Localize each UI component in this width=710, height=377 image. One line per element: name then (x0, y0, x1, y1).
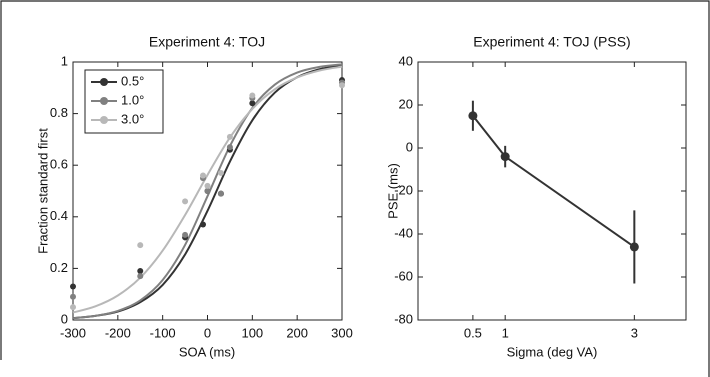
data-point (70, 283, 76, 290)
x-tick-label: -300 (60, 325, 86, 340)
legend-label: 3.0° (121, 111, 144, 126)
x-axis-label: Sigma (deg VA) (507, 344, 598, 359)
x-tick-label: 100 (241, 325, 263, 340)
x-tick-label: 300 (331, 325, 353, 340)
data-point (70, 304, 76, 311)
x-tick-label: -100 (150, 325, 176, 340)
data-point (70, 293, 76, 300)
chart-title: Experiment 4: TOJ (PSS) (473, 34, 630, 50)
legend-label: 0.5° (121, 73, 144, 88)
y-tick-label: 20 (399, 96, 413, 111)
data-point (226, 133, 233, 140)
data-point (137, 242, 144, 249)
legend-marker (100, 97, 108, 105)
plot-area (417, 61, 687, 321)
fit-curve (72, 65, 343, 314)
fit-curve (72, 63, 343, 320)
legend-label: 1.0° (121, 92, 144, 107)
x-axis-label: SOA (ms) (179, 344, 235, 359)
chart-title: Experiment 4: TOJ (149, 34, 265, 50)
y-tick-label: -40 (394, 225, 413, 240)
y-tick-label: 0.4 (50, 208, 68, 223)
y-tick-label: 0.6 (50, 157, 68, 172)
data-point (137, 267, 144, 274)
data-point (629, 242, 639, 252)
x-tick-label: 0.5 (464, 325, 482, 340)
y-axis-label: PSE (ms) (385, 163, 400, 219)
x-tick-label: 3 (631, 325, 638, 340)
data-point (249, 100, 256, 107)
data-point (200, 172, 207, 179)
x-tick-label: 1 (502, 325, 509, 340)
y-tick-label: 1 (61, 53, 68, 68)
x-tick-label: 0 (204, 325, 211, 340)
data-point (217, 169, 224, 176)
data-point (182, 231, 189, 238)
y-tick-label: 40 (399, 53, 413, 68)
data-point (137, 273, 144, 280)
data-point (182, 198, 189, 205)
y-tick-label: 0.8 (50, 105, 68, 120)
y-tick-label: 0 (406, 139, 413, 154)
y-tick-label: -20 (394, 182, 413, 197)
y-tick-label: -60 (394, 268, 413, 283)
y-tick-label: 0.2 (50, 260, 68, 275)
legend-marker (100, 116, 108, 124)
data-point (468, 111, 478, 121)
data-point (204, 188, 211, 194)
data-point (200, 221, 207, 228)
legend-marker (100, 78, 108, 86)
data-point (339, 82, 345, 89)
data-point (217, 190, 224, 197)
data-point (204, 182, 211, 189)
x-tick-label: -200 (105, 325, 131, 340)
y-tick-label: -80 (394, 311, 413, 326)
y-axis-label: Fraction standard first (35, 128, 50, 254)
data-point (500, 152, 510, 162)
data-point (249, 92, 256, 99)
x-tick-label: 200 (286, 325, 308, 340)
data-point (226, 144, 233, 151)
y-tick-label: 0 (61, 311, 68, 326)
